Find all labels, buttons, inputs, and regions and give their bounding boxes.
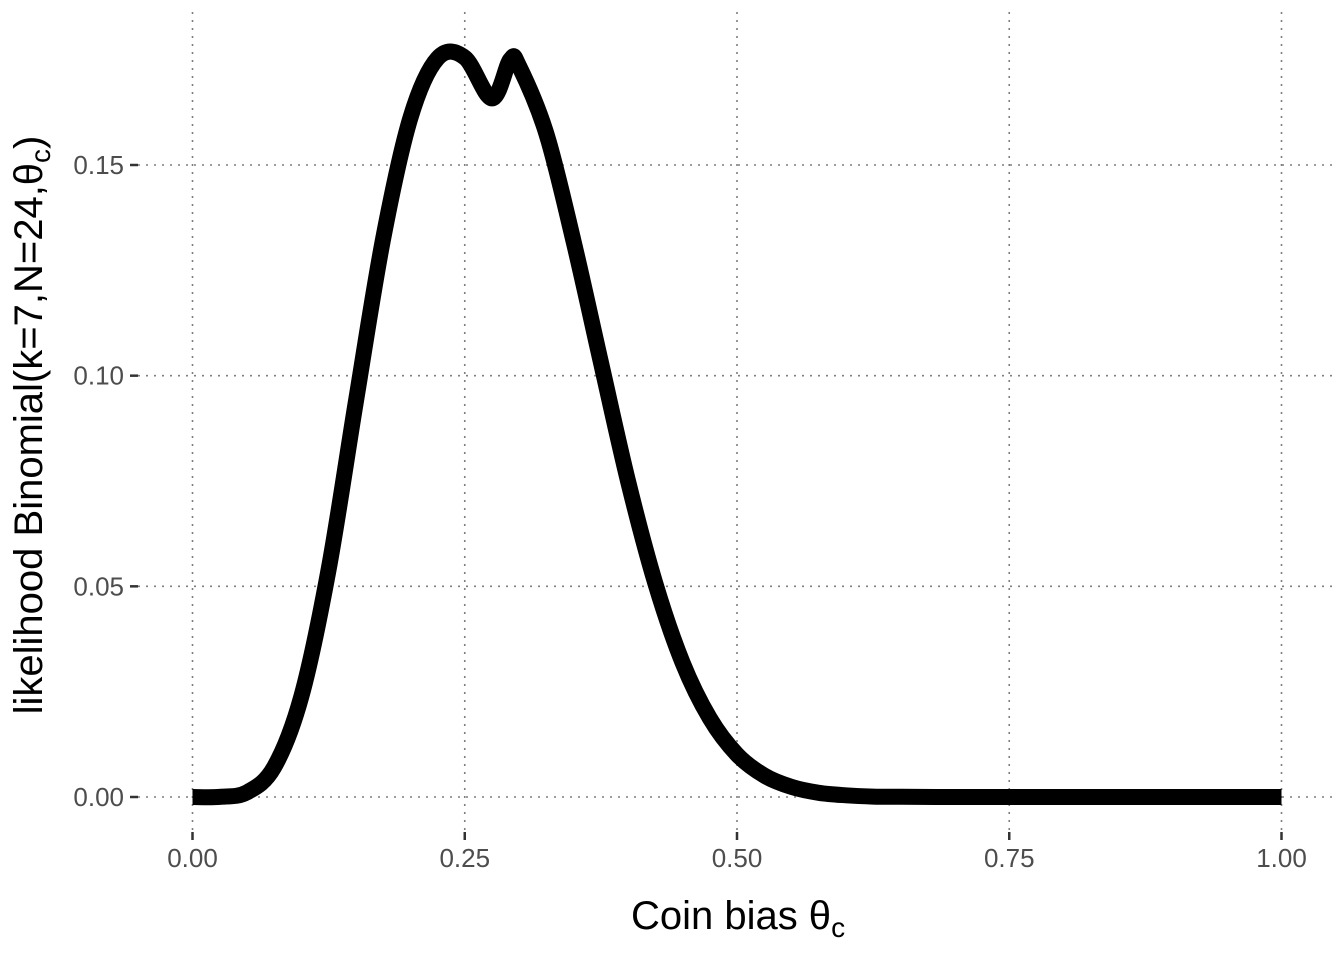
x-tick-label: 0.25 [439,843,490,873]
y-axis-title-sub: c [25,149,56,163]
y-tick-label: 0.00 [73,782,124,812]
tick-labels: 0.00 0.25 0.50 0.75 1.00 0.00 0.05 0.10 0.15 [73,150,1306,873]
series-layer [192,43,1282,806]
x-axis-title: Coin bias θc [631,894,845,943]
x-tick-label: 1.00 [1256,843,1307,873]
axis-ticks [130,163,1283,840]
grid [138,12,1332,830]
likelihood-curve [192,43,1282,806]
y-tick-label: 0.10 [73,361,124,391]
y-axis-title: likelihood Binomial(k=7,N=24,θc) [7,136,56,715]
x-tick-label: 0.50 [712,843,763,873]
x-tick-label: 0.00 [167,843,218,873]
x-axis-title-sub: c [831,912,845,943]
x-axis-title-main: Coin bias θ [631,894,831,938]
x-tick-label: 0.75 [984,843,1035,873]
y-tick-label: 0.05 [73,571,124,601]
y-axis-title-close: ) [7,136,51,149]
y-axis-title-main: likelihood Binomial(k=7,N=24,θ [7,163,51,714]
y-tick-label: 0.15 [73,150,124,180]
